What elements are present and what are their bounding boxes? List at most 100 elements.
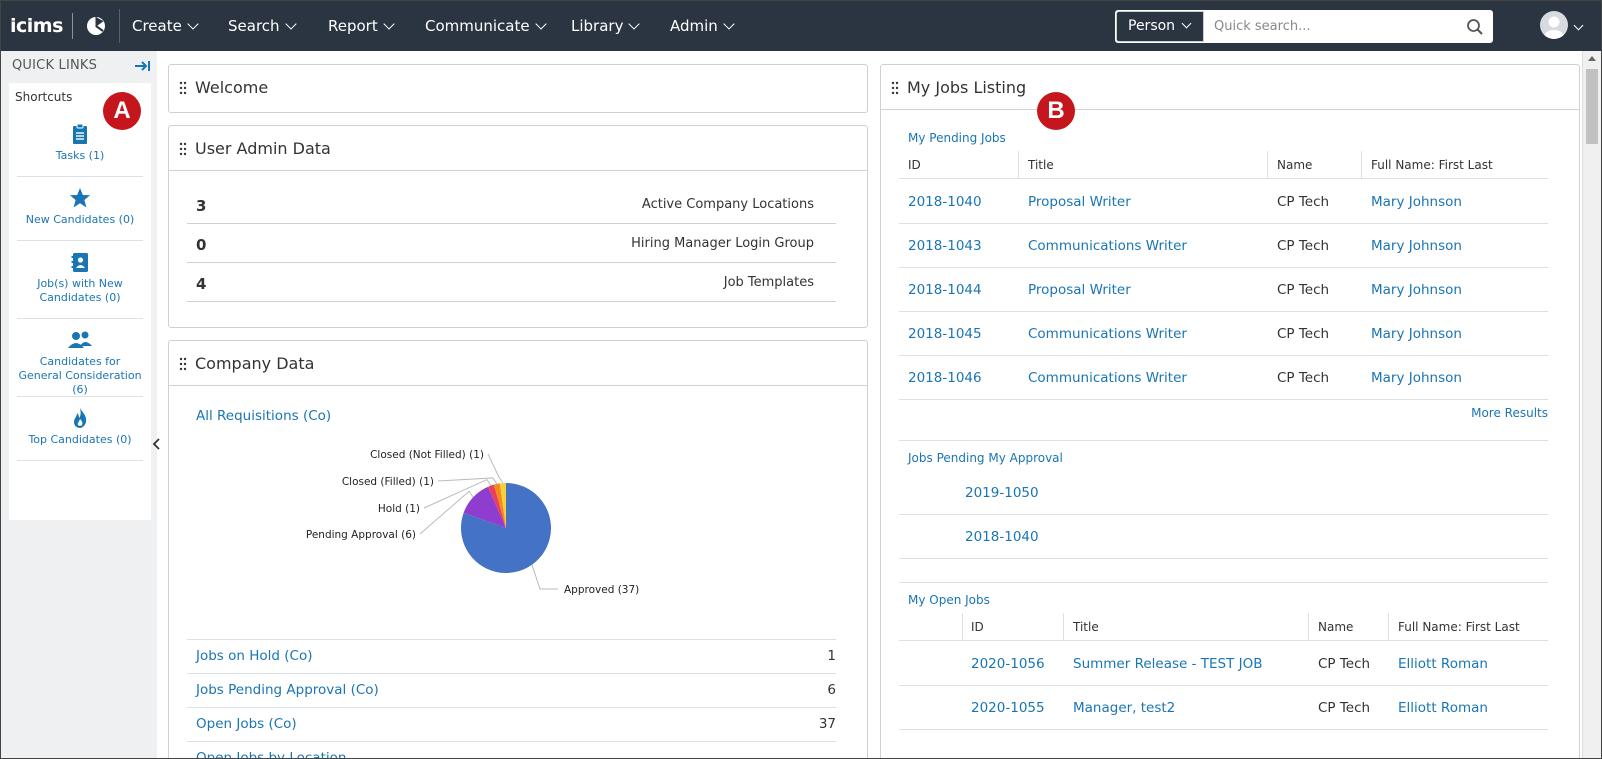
pin-icon[interactable] bbox=[134, 59, 152, 73]
scroll-thumb[interactable] bbox=[1586, 69, 1598, 144]
job-id-link[interactable]: 2020-1055 bbox=[971, 700, 1045, 716]
job-id-link[interactable]: 2018-1040 bbox=[965, 529, 1039, 545]
my-pending-jobs-link[interactable]: My Pending Jobs bbox=[908, 131, 1006, 145]
table-row[interactable]: 2018-1046 Communications Writer CP Tech … bbox=[899, 356, 1548, 400]
shortcut-top-candidates[interactable]: Top Candidates (0) bbox=[17, 407, 143, 461]
col-title[interactable]: Title bbox=[1028, 158, 1054, 172]
job-title-link[interactable]: Communications Writer bbox=[1028, 326, 1187, 342]
nav-library[interactable]: Library bbox=[571, 1, 641, 51]
col-title[interactable]: Title bbox=[1073, 620, 1099, 634]
company-row-label[interactable]: Jobs Pending Approval (Co) bbox=[196, 682, 379, 698]
col-name[interactable]: Name bbox=[1277, 158, 1313, 172]
job-title-link[interactable]: Manager, test2 bbox=[1073, 700, 1176, 716]
job-title-link[interactable]: Proposal Writer bbox=[1028, 282, 1131, 298]
col-id[interactable]: ID bbox=[908, 158, 921, 172]
col-full-name[interactable]: Full Name: First Last bbox=[1371, 158, 1493, 172]
job-id-link[interactable]: 2018-1044 bbox=[908, 282, 982, 298]
job-title-link[interactable]: Communications Writer bbox=[1028, 238, 1187, 254]
drag-handle-icon[interactable] bbox=[179, 81, 187, 95]
chevron-left-icon[interactable] bbox=[151, 434, 163, 454]
job-owner-link[interactable]: Mary Johnson bbox=[1371, 238, 1462, 254]
job-owner-link[interactable]: Mary Johnson bbox=[1371, 370, 1462, 386]
admin-row[interactable]: 3 Active Company Locations bbox=[187, 186, 836, 224]
company-row-label[interactable]: Jobs on Hold (Co) bbox=[196, 648, 313, 664]
all-requisitions-link[interactable]: All Requisitions (Co) bbox=[196, 408, 332, 424]
icims-logo[interactable]: icims bbox=[10, 15, 63, 37]
pending-table-header: ID Title Name Full Name: First Last bbox=[899, 151, 1548, 179]
page-scrollbar[interactable] bbox=[1582, 51, 1601, 758]
nav-admin[interactable]: Admin bbox=[670, 1, 735, 51]
logo-divider bbox=[72, 13, 73, 39]
job-owner-link[interactable]: Elliott Roman bbox=[1398, 700, 1488, 716]
job-name: CP Tech bbox=[1277, 282, 1330, 298]
scroll-up-arrow-icon[interactable] bbox=[1588, 56, 1596, 61]
table-row[interactable]: 2020-1055 Manager, test2 CP Tech Elliott… bbox=[899, 686, 1548, 730]
search-type-dropdown[interactable]: Person bbox=[1116, 11, 1204, 42]
job-owner-link[interactable]: Elliott Roman bbox=[1398, 656, 1488, 672]
table-row[interactable]: 2018-1045 Communications Writer CP Tech … bbox=[899, 312, 1548, 356]
shortcut-jobs-new-candidates[interactable]: Job(s) with New Candidates (0) bbox=[17, 251, 143, 319]
job-owner-link[interactable]: Mary Johnson bbox=[1371, 194, 1462, 210]
drag-handle-icon[interactable] bbox=[179, 142, 187, 156]
admin-row[interactable]: 4 Job Templates bbox=[187, 264, 836, 302]
nav-communicate[interactable]: Communicate bbox=[425, 1, 547, 51]
job-id-link[interactable]: 2018-1043 bbox=[908, 238, 982, 254]
table-row[interactable]: 2018-1044 Proposal Writer CP Tech Mary J… bbox=[899, 268, 1548, 312]
quick-search-input[interactable] bbox=[1204, 11, 1462, 42]
shortcut-new-candidates-label: New Candidates (0) bbox=[25, 213, 135, 226]
job-id-link[interactable]: 2018-1046 bbox=[908, 370, 982, 386]
nav-divider bbox=[119, 9, 120, 43]
job-owner-link[interactable]: Mary Johnson bbox=[1371, 326, 1462, 342]
pie-slice-label: Approved (37) bbox=[564, 584, 639, 596]
admin-row-label: Job Templates bbox=[723, 275, 814, 290]
pie-slice[interactable] bbox=[493, 483, 506, 528]
col-id[interactable]: ID bbox=[971, 620, 984, 634]
job-id-link[interactable]: 2018-1045 bbox=[908, 326, 982, 342]
job-owner-link[interactable]: Mary Johnson bbox=[1371, 282, 1462, 298]
company-row[interactable]: Jobs on Hold (Co) 1 bbox=[187, 639, 836, 673]
table-row[interactable]: 2019-1050 bbox=[899, 471, 1548, 515]
nav-search[interactable]: Search bbox=[228, 1, 297, 51]
company-row-label[interactable]: Open Jobs by Location bbox=[196, 750, 347, 759]
job-id-link[interactable]: 2020-1056 bbox=[971, 656, 1045, 672]
drag-handle-icon[interactable] bbox=[891, 81, 899, 95]
table-row[interactable]: 2018-1040 bbox=[899, 515, 1548, 559]
company-row-value: 1 bbox=[827, 648, 836, 664]
table-row[interactable]: 2018-1040 Proposal Writer CP Tech Mary J… bbox=[899, 180, 1548, 224]
company-row[interactable]: Jobs Pending Approval (Co) 6 bbox=[187, 673, 836, 707]
admin-row[interactable]: 0 Hiring Manager Login Group bbox=[187, 225, 836, 263]
job-id-link[interactable]: 2018-1040 bbox=[908, 194, 982, 210]
user-avatar[interactable] bbox=[1540, 11, 1568, 39]
pie-slice[interactable] bbox=[463, 486, 506, 528]
job-title-link[interactable]: Proposal Writer bbox=[1028, 194, 1131, 210]
jobs-pending-approval-link[interactable]: Jobs Pending My Approval bbox=[908, 451, 1063, 465]
nav-report[interactable]: Report bbox=[328, 1, 395, 51]
shortcut-general-consideration[interactable]: Candidates for General Consideration (6) bbox=[17, 329, 143, 397]
nav-create[interactable]: Create bbox=[132, 1, 199, 51]
search-icon[interactable] bbox=[1466, 18, 1484, 36]
user-admin-title: User Admin Data bbox=[195, 139, 331, 158]
table-row[interactable]: 2018-1043 Communications Writer CP Tech … bbox=[899, 224, 1548, 268]
more-results-link[interactable]: More Results bbox=[1471, 406, 1548, 420]
pie-slice[interactable] bbox=[488, 484, 506, 528]
table-row[interactable]: 2020-1056 Summer Release - TEST JOB CP T… bbox=[899, 642, 1548, 686]
pie-slice[interactable] bbox=[499, 483, 506, 528]
company-row-label[interactable]: Open Jobs (Co) bbox=[196, 716, 297, 732]
job-title-link[interactable]: Communications Writer bbox=[1028, 370, 1187, 386]
drag-handle-icon[interactable] bbox=[179, 357, 187, 371]
company-row[interactable]: Open Jobs by Location bbox=[187, 741, 836, 759]
col-full-name[interactable]: Full Name: First Last bbox=[1398, 620, 1520, 634]
company-row-value: 6 bbox=[827, 682, 836, 698]
shortcut-jobs-new-candidates-label: Job(s) with New Candidates (0) bbox=[37, 277, 123, 304]
shortcut-tasks[interactable]: Tasks (1) bbox=[17, 123, 143, 177]
chevron-down-icon[interactable] bbox=[1573, 20, 1584, 31]
brand-circle-icon[interactable] bbox=[86, 16, 106, 36]
my-open-jobs-link[interactable]: My Open Jobs bbox=[908, 593, 990, 607]
company-row[interactable]: Open Jobs (Co) 37 bbox=[187, 707, 836, 741]
shortcut-new-candidates[interactable]: New Candidates (0) bbox=[17, 187, 143, 241]
col-name[interactable]: Name bbox=[1318, 620, 1354, 634]
job-id-link[interactable]: 2019-1050 bbox=[965, 485, 1039, 501]
contact-book-icon bbox=[71, 253, 88, 272]
job-title-link[interactable]: Summer Release - TEST JOB bbox=[1073, 656, 1263, 672]
users-icon bbox=[68, 331, 92, 348]
